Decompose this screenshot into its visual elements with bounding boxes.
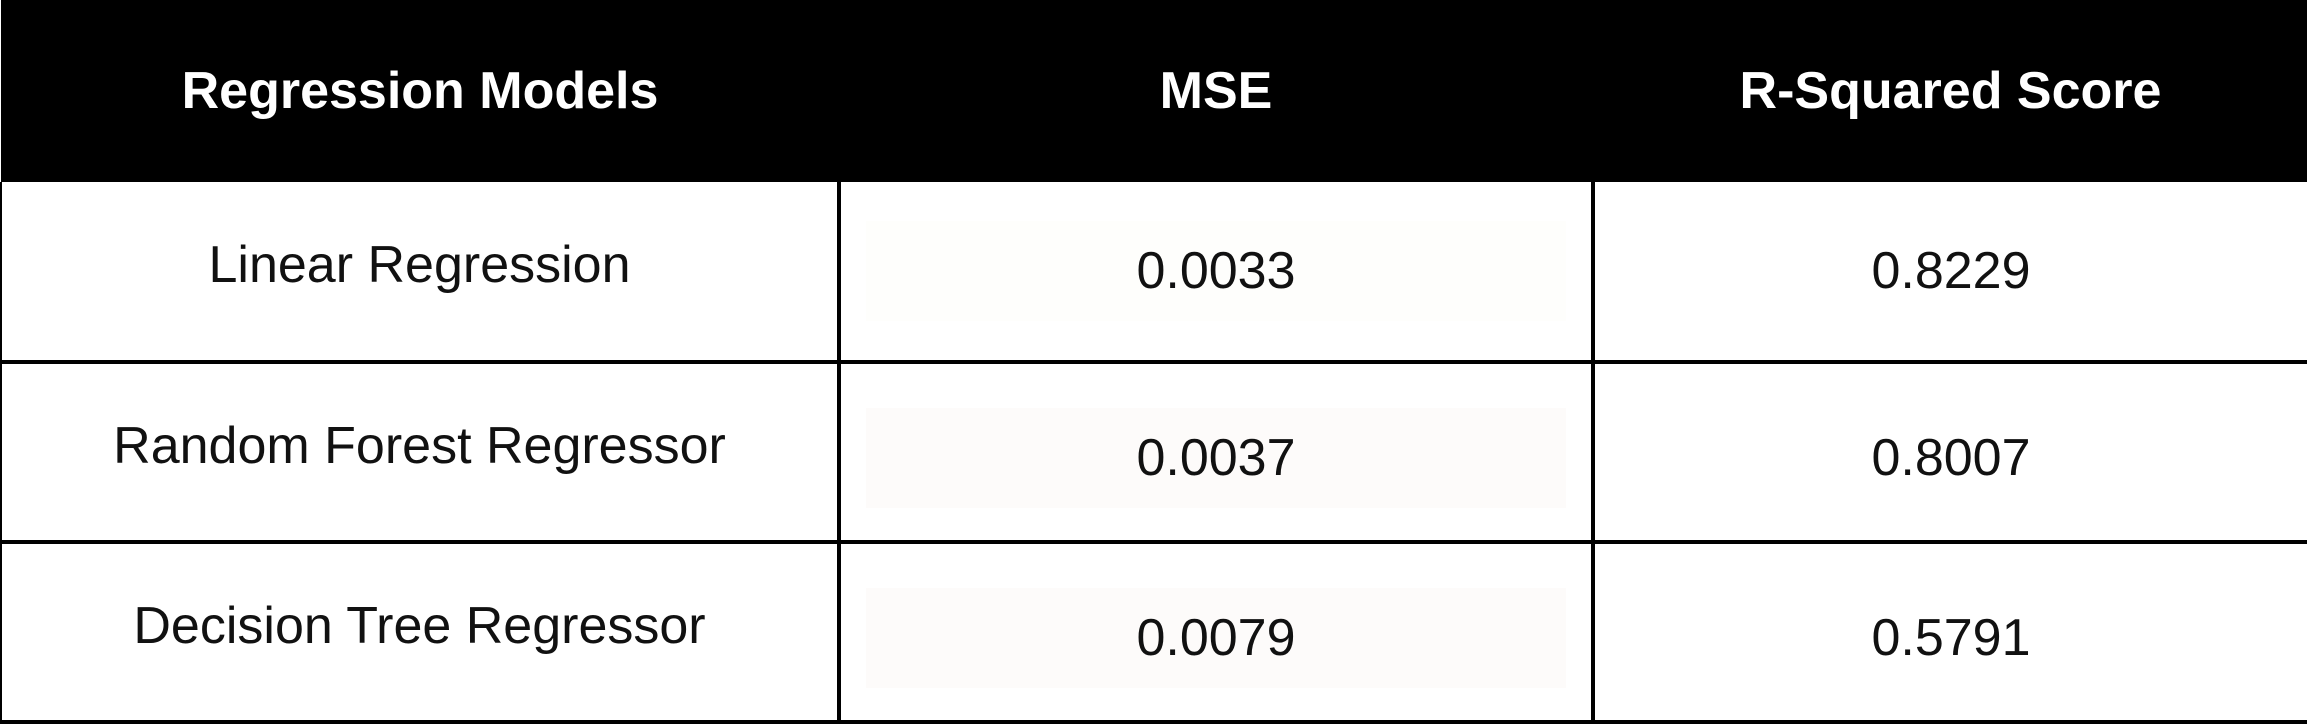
- table-body: Linear Regression 0.0033 0.8229 Random F…: [0, 182, 2307, 724]
- header-mse: MSE: [839, 0, 1593, 182]
- model-name-cell: Decision Tree Regressor: [0, 540, 841, 724]
- table-row: Random Forest Regressor 0.0037 0.8007: [0, 360, 2307, 544]
- model-name: Linear Regression: [208, 236, 631, 294]
- table-row: Linear Regression 0.0033 0.8229: [0, 182, 2307, 364]
- mse-cell: 0.0079: [837, 540, 1595, 724]
- header-row: Regression Models MSE R-Squared Score: [1, 0, 2307, 182]
- table-header: Regression Models MSE R-Squared Score: [1, 0, 2307, 182]
- mse-value: 0.0033: [866, 221, 1566, 321]
- r2-cell: 0.8229: [1591, 182, 2307, 364]
- model-name: Random Forest Regressor: [113, 417, 726, 475]
- mse-cell: 0.0037: [837, 360, 1595, 544]
- mse-cell: 0.0033: [837, 182, 1595, 364]
- r2-cell: 0.8007: [1591, 360, 2307, 544]
- model-name-cell: Linear Regression: [0, 182, 841, 364]
- table-row: Decision Tree Regressor 0.0079 0.5791: [0, 540, 2307, 724]
- model-name-cell: Random Forest Regressor: [0, 360, 841, 544]
- mse-value: 0.0079: [866, 588, 1566, 688]
- r2-value: 0.8229: [1871, 242, 2031, 300]
- r2-value: 0.8007: [1871, 429, 2031, 487]
- mse-value: 0.0037: [866, 408, 1566, 508]
- header-regression-models: Regression Models: [1, 0, 839, 182]
- header-r-squared-score: R-Squared Score: [1593, 0, 2307, 182]
- model-name: Decision Tree Regressor: [133, 597, 706, 655]
- r2-value: 0.5791: [1871, 609, 2031, 667]
- r2-cell: 0.5791: [1591, 540, 2307, 724]
